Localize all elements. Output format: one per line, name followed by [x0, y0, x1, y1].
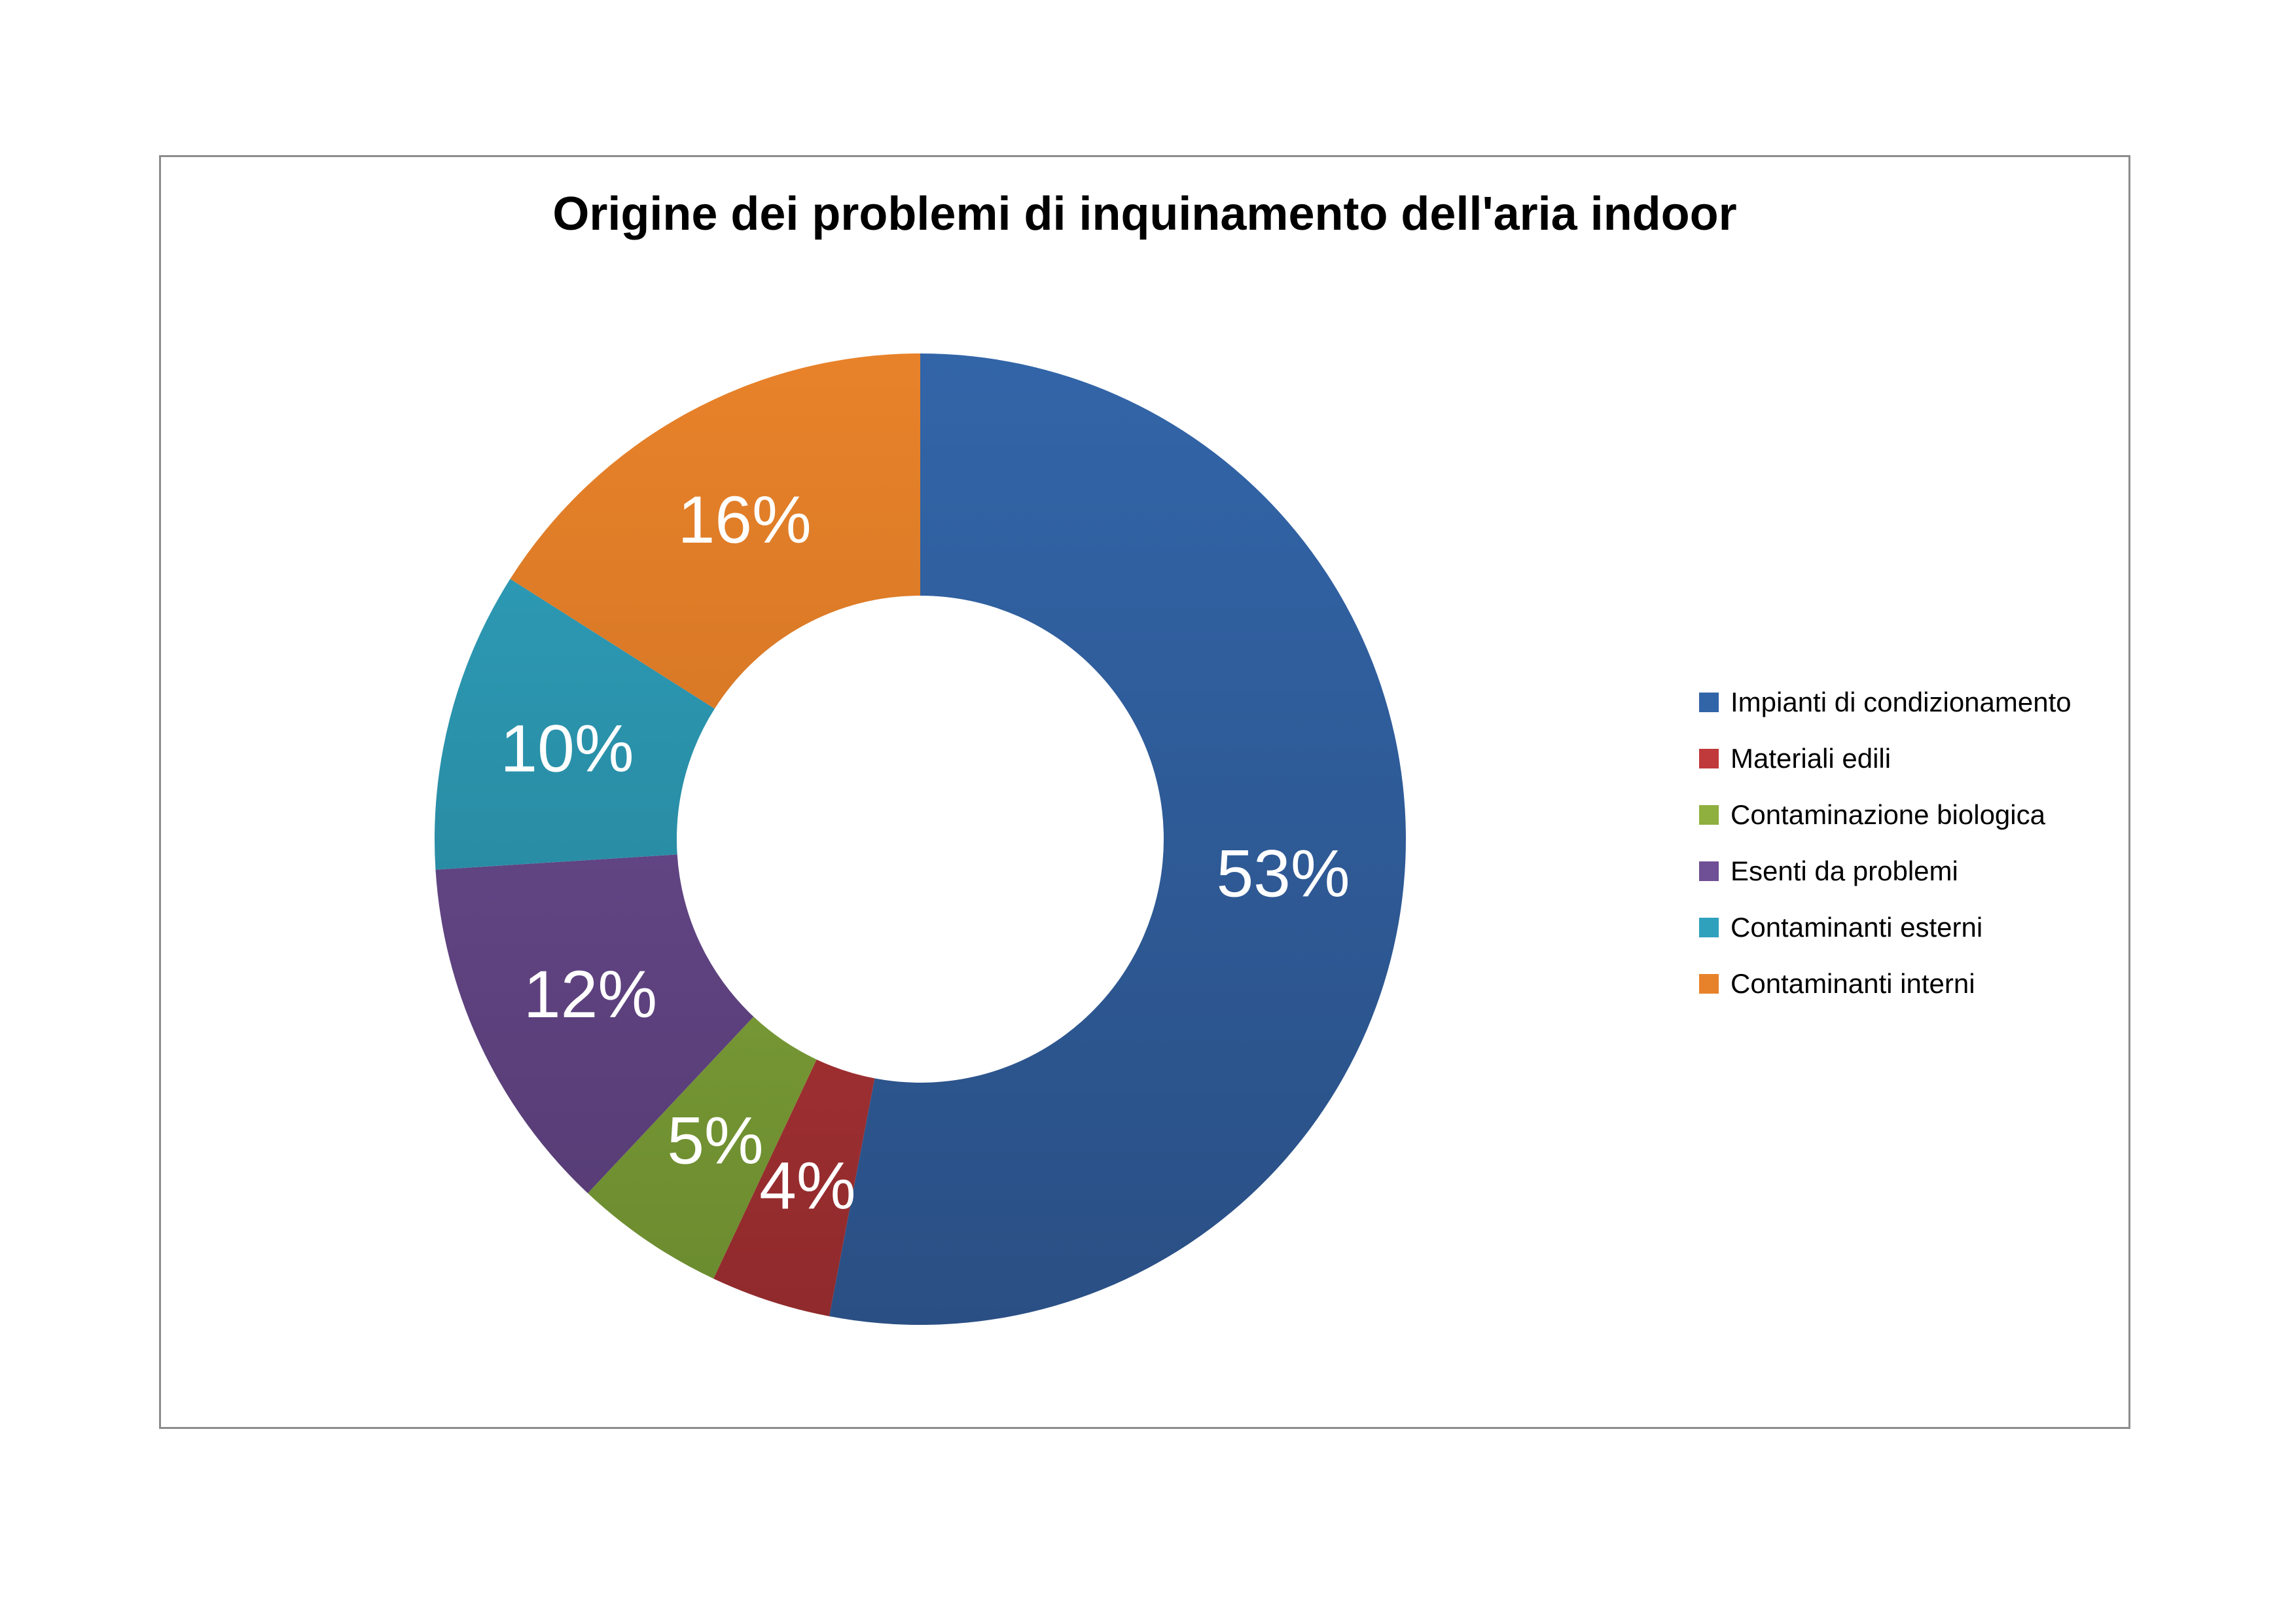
legend-label: Contaminazione biologica — [1731, 799, 2045, 830]
data-label-contaminanti-interni: 16% — [678, 482, 812, 557]
legend-label: Contaminanti interni — [1731, 968, 1975, 999]
legend: Impianti di condizionamento Materiali edi… — [1699, 674, 2072, 1012]
legend-label: Materiali edili — [1731, 743, 1892, 774]
legend-swatch — [1699, 693, 1719, 712]
slices-group — [435, 353, 1406, 1325]
legend-swatch — [1699, 861, 1719, 881]
data-label-esenti-da-problemi: 12% — [524, 957, 657, 1032]
legend-label: Contaminanti esterni — [1731, 912, 1983, 943]
legend-item-contaminazione-biologica: Contaminazione biologica — [1699, 787, 2072, 843]
chart-area: Origine dei problemi di inquinamento del… — [159, 155, 2130, 1429]
slice-contaminazione-biologica — [588, 1017, 817, 1279]
legend-swatch — [1699, 805, 1719, 825]
legend-label: Esenti da problemi — [1731, 856, 1958, 886]
data-label-contaminanti-esterni: 10% — [500, 711, 634, 785]
legend-item-impianti-di-condizionamento: Impianti di condizionamento — [1699, 674, 2072, 731]
legend-item-contaminanti-esterni: Contaminanti esterni — [1699, 899, 2072, 956]
data-labels-group: 53% 4%5%12% 10% 16% — [500, 482, 1350, 1223]
legend-swatch — [1699, 749, 1719, 768]
data-label-impianti-di-condizionamento: 53% — [1216, 836, 1350, 911]
legend-item-esenti-da-problemi: Esenti da problemi — [1699, 843, 2072, 899]
slice-esenti-da-problemi — [435, 854, 754, 1193]
legend-label: Impianti di condizionamento — [1731, 687, 2072, 717]
legend-item-contaminanti-interni: Contaminanti interni — [1699, 956, 2072, 1012]
legend-swatch — [1699, 918, 1719, 937]
chart-title: Origine dei problemi di inquinamento del… — [552, 188, 1737, 240]
slice-impianti-di-condizionamento — [829, 353, 1406, 1325]
slice-contaminanti-esterni — [435, 579, 715, 870]
slice-materiali-edili — [713, 1059, 875, 1316]
donut-chart: 53% 4%5%12% 10% 16% — [435, 353, 1406, 1325]
data-label-materiali-edili: 4% — [759, 1149, 855, 1223]
data-label-contaminazione-biologica: 5% — [667, 1104, 763, 1178]
legend-swatch — [1699, 974, 1719, 994]
slice-contaminanti-interni — [510, 353, 920, 709]
legend-item-materiali-edili: Materiali edili — [1699, 731, 2072, 787]
